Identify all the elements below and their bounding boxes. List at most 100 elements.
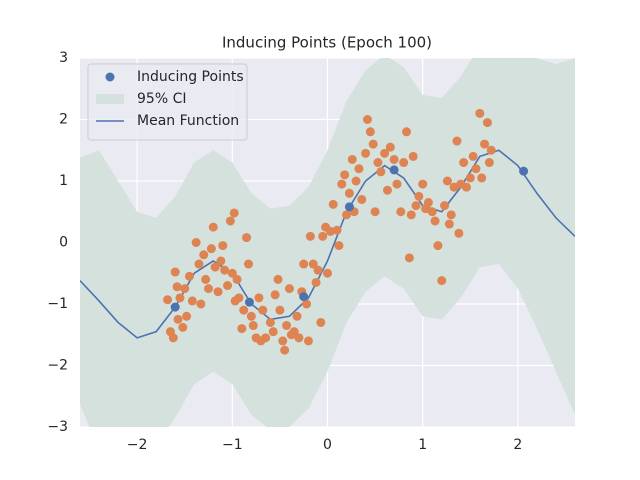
point [239, 305, 249, 315]
point [187, 296, 197, 306]
plot-content [80, 58, 575, 427]
point [382, 185, 392, 195]
point [385, 142, 395, 152]
point [234, 293, 244, 303]
point [354, 164, 364, 174]
point [299, 292, 309, 302]
point [332, 225, 342, 235]
legend: Inducing Points 95% CI Mean Function [87, 63, 248, 141]
point [232, 274, 242, 284]
point [237, 324, 247, 334]
point [344, 202, 354, 212]
point [361, 148, 371, 158]
point [471, 164, 481, 174]
point [344, 188, 354, 198]
y-tick-label: 1 [59, 173, 68, 189]
point [340, 170, 350, 180]
point [273, 274, 283, 284]
point [446, 210, 456, 220]
point [380, 148, 390, 158]
point [302, 299, 312, 309]
point [305, 231, 315, 241]
legend-label: 95% CI [137, 91, 186, 107]
point [437, 276, 447, 286]
point [440, 201, 450, 211]
point [191, 238, 201, 247]
point [303, 336, 313, 346]
x-tick-label: −2 [127, 437, 148, 453]
point [229, 208, 239, 218]
point [389, 154, 399, 164]
point [454, 228, 464, 238]
point [225, 216, 235, 226]
point [404, 253, 414, 263]
point [242, 233, 252, 243]
point [270, 290, 280, 300]
point [180, 284, 190, 294]
point [289, 327, 299, 337]
point [227, 268, 237, 278]
point [248, 321, 258, 331]
point [282, 321, 292, 331]
confidence-band [80, 58, 575, 427]
point [194, 259, 204, 269]
point [337, 179, 347, 189]
x-tick-label: 2 [513, 437, 522, 453]
legend-label: Inducing Points [137, 69, 244, 85]
point [342, 210, 352, 220]
y-tick-label: 0 [59, 235, 68, 251]
point [313, 265, 323, 275]
point [308, 259, 318, 269]
point [325, 226, 335, 236]
point [265, 317, 275, 327]
point [206, 244, 216, 254]
point [175, 293, 185, 303]
chart-title: Inducing Points (Epoch 100) [222, 34, 432, 52]
point [370, 207, 380, 217]
point [258, 305, 268, 315]
point [213, 287, 223, 297]
point [482, 118, 492, 128]
point [261, 333, 271, 343]
point [408, 151, 418, 161]
point [244, 297, 254, 307]
point [246, 311, 256, 321]
point [328, 199, 338, 209]
point [368, 139, 378, 149]
y-tick-label: −3 [47, 419, 68, 435]
point [475, 108, 485, 118]
legend-marker [105, 72, 115, 82]
x-tick-label: 0 [323, 437, 332, 453]
point [184, 271, 194, 281]
point [201, 274, 211, 284]
x-tick-label: −1 [222, 437, 243, 453]
point [173, 314, 183, 324]
point [392, 179, 402, 189]
point [477, 173, 487, 183]
point [254, 293, 264, 303]
point [284, 284, 294, 294]
point [411, 201, 421, 211]
point [444, 219, 454, 229]
point [423, 198, 433, 208]
point [170, 302, 180, 312]
legend-swatch [96, 94, 124, 104]
point [316, 317, 326, 327]
point [275, 305, 285, 315]
point [376, 167, 386, 177]
y-tick-label: 2 [59, 112, 68, 128]
point [299, 259, 309, 269]
point [292, 311, 302, 321]
point [362, 115, 372, 124]
point [168, 333, 178, 343]
legend-label: Mean Function [137, 113, 239, 129]
point [433, 241, 443, 251]
point [459, 158, 469, 168]
y-tick-label: −1 [47, 296, 68, 312]
legend-box [87, 63, 248, 141]
point [373, 158, 383, 168]
point [204, 284, 214, 294]
point [223, 281, 233, 291]
point [486, 145, 496, 155]
